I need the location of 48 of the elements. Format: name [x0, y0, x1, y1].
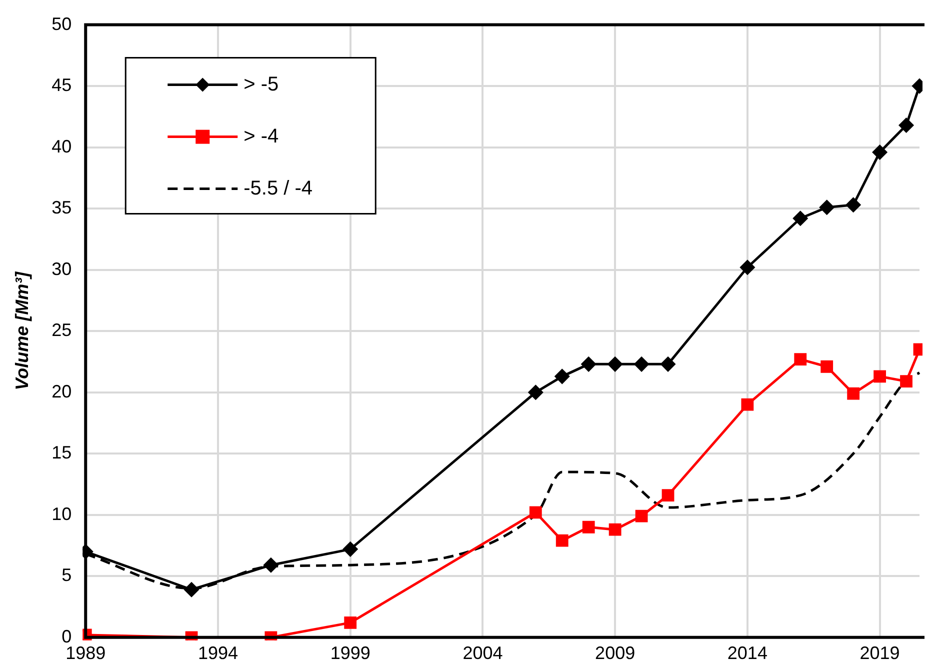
point [660, 356, 676, 372]
point [741, 398, 754, 411]
point [872, 144, 888, 160]
point [793, 211, 808, 226]
point [556, 534, 568, 547]
point [874, 370, 886, 383]
point [184, 582, 199, 597]
point [847, 387, 860, 400]
point [900, 375, 912, 388]
point [264, 558, 278, 572]
point [820, 200, 834, 215]
x-tick-label: 2019 [860, 643, 900, 664]
point [528, 385, 543, 400]
x-tick-label: 1994 [198, 643, 238, 664]
point [582, 520, 595, 534]
y-tick-label: 30 [52, 258, 72, 279]
x-tick-label: 2014 [727, 643, 768, 664]
x-tick-label: 1999 [330, 643, 370, 664]
point [820, 360, 834, 373]
y-axis-title: Volume [Mm³] [12, 270, 32, 390]
y-tick-label: 20 [52, 381, 72, 402]
y-tick-label: 35 [52, 198, 72, 218]
point [635, 510, 648, 522]
point [846, 198, 861, 212]
y-tick-label: 5 [62, 565, 72, 586]
y-tick-label: 10 [52, 504, 72, 524]
point [343, 542, 358, 556]
point [662, 489, 674, 502]
point [740, 260, 755, 275]
point [529, 506, 542, 519]
point [608, 523, 622, 536]
point [794, 353, 807, 366]
point [899, 118, 914, 133]
legend-label: > -4 [244, 125, 279, 148]
x-tick-label: 2004 [462, 643, 503, 664]
point [554, 369, 570, 384]
point [634, 356, 649, 372]
y-tick-label: 45 [52, 75, 72, 96]
y-tick-label: 15 [52, 442, 72, 463]
y-tick-label: 25 [52, 320, 72, 340]
legend-label: -5.5 / -4 [244, 177, 313, 200]
y-tick-label: 40 [52, 136, 72, 156]
point [608, 356, 622, 372]
x-tick-label: 2009 [595, 643, 636, 664]
y-tick-label: 50 [52, 14, 72, 34]
point [581, 356, 596, 372]
point [344, 616, 357, 629]
legend-label: > -5 [244, 73, 279, 96]
